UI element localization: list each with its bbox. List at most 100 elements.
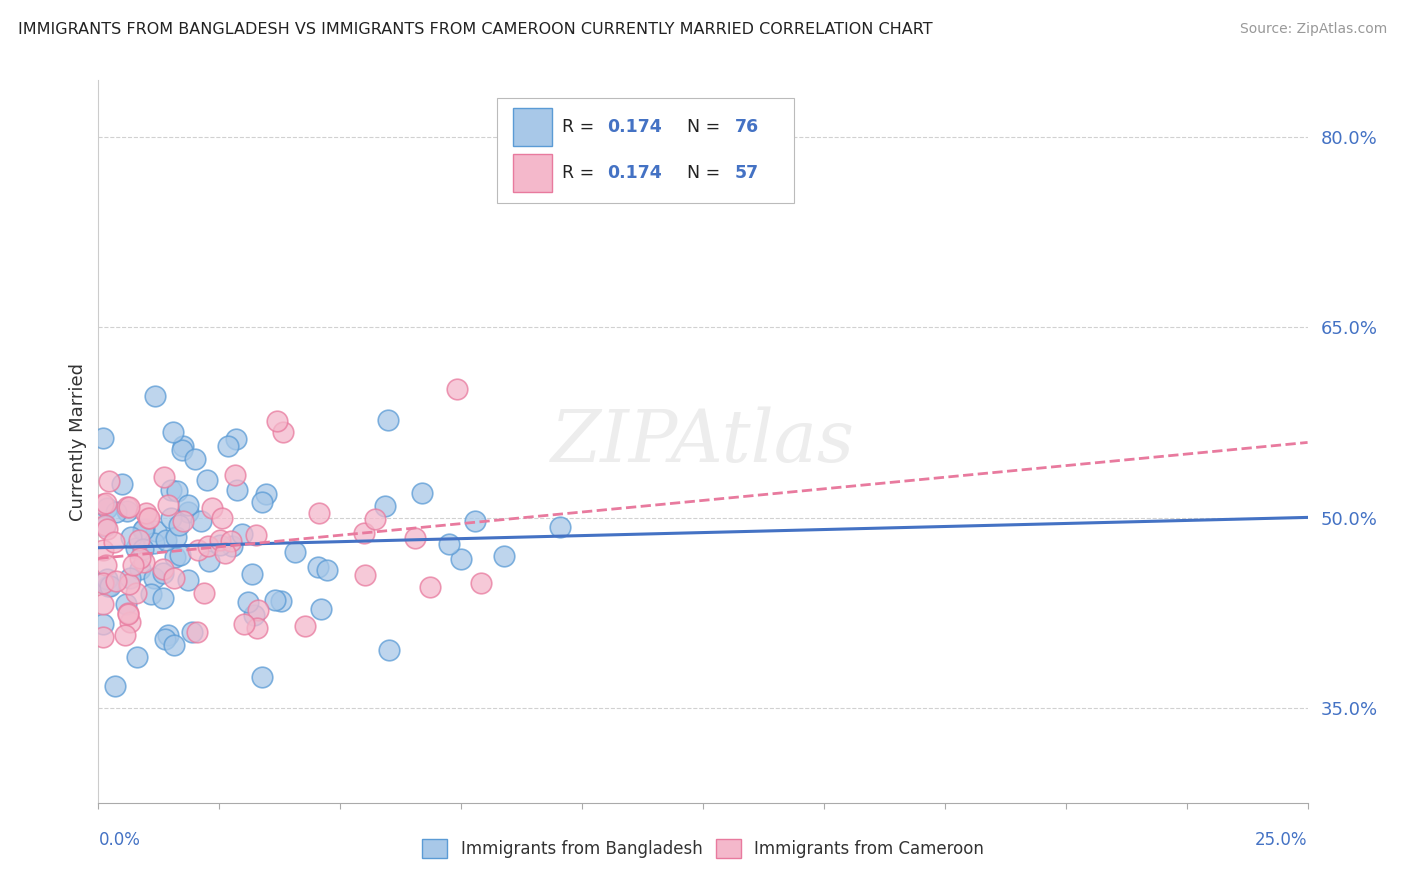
Point [378, 643, 401, 657]
Point [125, 541, 148, 556]
Text: Source: ZipAtlas.com: Source: ZipAtlas.com [1240, 22, 1388, 37]
Point [103, 534, 125, 549]
Point [224, 467, 246, 482]
Point [143, 389, 166, 403]
Point [91, 597, 114, 611]
Point [142, 571, 165, 585]
Point [308, 506, 330, 520]
Point [96, 522, 118, 536]
Point [225, 433, 247, 447]
Point [111, 477, 134, 491]
Point [197, 539, 219, 553]
Point [264, 593, 287, 607]
Point [152, 591, 174, 605]
Point [157, 628, 180, 642]
Point [419, 581, 441, 595]
Point [446, 383, 468, 397]
Point [233, 616, 256, 631]
Point [354, 568, 377, 582]
Point [169, 548, 191, 562]
Point [94, 558, 117, 573]
Point [240, 567, 263, 582]
Point [128, 562, 150, 576]
Point [91, 497, 114, 511]
Point [117, 606, 139, 620]
Y-axis label: Currently Married: Currently Married [69, 362, 87, 521]
Point [209, 538, 232, 552]
Point [97, 579, 120, 593]
Point [91, 542, 114, 557]
Point [183, 451, 205, 466]
Point [167, 518, 190, 533]
Point [353, 526, 375, 541]
Text: N =: N = [676, 164, 725, 182]
Point [138, 510, 160, 524]
Point [186, 625, 208, 640]
Point [94, 495, 117, 509]
Point [250, 495, 273, 509]
Point [198, 554, 221, 568]
Point [364, 511, 387, 525]
Point [177, 505, 200, 519]
Point [114, 628, 136, 642]
Point [177, 573, 200, 587]
Text: IMMIGRANTS FROM BANGLADESH VS IMMIGRANTS FROM CAMEROON CURRENTLY MARRIED CORRELA: IMMIGRANTS FROM BANGLADESH VS IMMIGRANTS… [18, 22, 934, 37]
Point [118, 500, 141, 514]
Point [98, 474, 121, 488]
Legend: Immigrants from Bangladesh, Immigrants from Cameroon: Immigrants from Bangladesh, Immigrants f… [418, 834, 988, 863]
Point [250, 670, 273, 684]
Point [243, 608, 266, 623]
Point [246, 621, 269, 635]
Point [166, 483, 188, 498]
Point [492, 549, 515, 563]
Point [160, 483, 183, 497]
Point [104, 679, 127, 693]
Point [273, 425, 295, 439]
Point [177, 499, 200, 513]
Point [132, 542, 155, 557]
Point [91, 575, 114, 590]
Point [152, 566, 174, 580]
Point [377, 412, 399, 426]
Point [139, 587, 162, 601]
Point [91, 431, 114, 445]
Point [181, 624, 204, 639]
Point [120, 530, 142, 544]
Point [254, 486, 277, 500]
Point [104, 574, 127, 589]
Point [129, 550, 152, 565]
Point [270, 594, 292, 608]
Point [195, 474, 218, 488]
Point [120, 571, 142, 585]
Point [221, 539, 243, 553]
Point [236, 595, 259, 609]
Point [156, 498, 179, 512]
Point [155, 533, 177, 547]
Point [125, 586, 148, 600]
Point [162, 638, 184, 652]
Point [96, 572, 118, 586]
Point [315, 563, 337, 577]
Text: 57: 57 [734, 164, 759, 182]
Point [190, 514, 212, 528]
Point [135, 506, 157, 520]
Point [266, 414, 288, 428]
Point [411, 486, 433, 500]
Point [132, 523, 155, 537]
Point [307, 560, 329, 574]
Point [217, 439, 239, 453]
Point [193, 586, 215, 600]
Point [294, 618, 316, 632]
FancyBboxPatch shape [513, 109, 551, 146]
Point [162, 425, 184, 439]
Text: 25.0%: 25.0% [1256, 830, 1308, 848]
Point [117, 577, 139, 591]
Point [548, 520, 571, 534]
Point [247, 603, 270, 617]
Point [115, 597, 138, 611]
Point [145, 524, 167, 538]
Point [96, 501, 118, 516]
Point [122, 558, 145, 573]
Point [104, 505, 127, 519]
Point [128, 533, 150, 548]
